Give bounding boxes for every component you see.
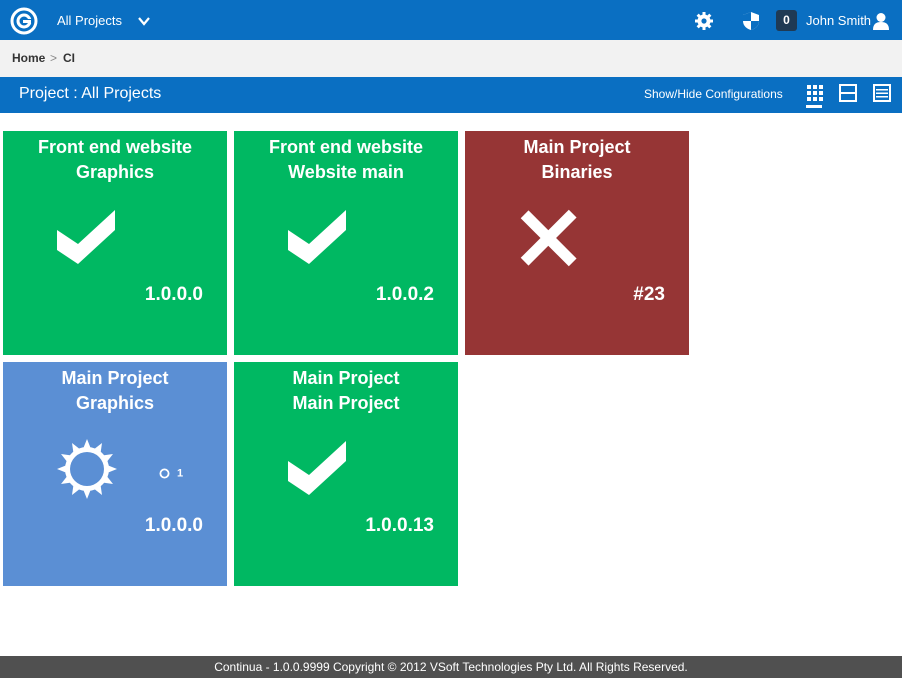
tile-configuration-name: Graphics bbox=[75, 393, 155, 413]
tile-project-name: Main Project bbox=[292, 368, 400, 388]
success-check-icon bbox=[288, 210, 346, 264]
tile-configuration-name: Main Project bbox=[292, 393, 400, 413]
page-title: Project : All Projects bbox=[19, 85, 162, 102]
failure-cross-icon bbox=[520, 209, 577, 267]
success-check-icon bbox=[57, 210, 115, 264]
small-sun-icon bbox=[159, 468, 170, 479]
breadcrumb-home-link[interactable]: Home bbox=[12, 51, 46, 65]
tile-project-name: Front end website bbox=[268, 137, 423, 157]
project-tile[interactable]: Front end website Website main 1.0.0.2 bbox=[234, 131, 458, 355]
project-tile[interactable]: Main Project Main Project 1.0.0.13 bbox=[234, 362, 458, 586]
project-tile[interactable]: Front end website Graphics 1.0.0.0 bbox=[3, 131, 227, 355]
project-tile[interactable]: Main Project Graphics 1 1.0.0.0 bbox=[3, 362, 227, 586]
show-hide-configurations-link[interactable]: Show/Hide Configurations bbox=[644, 87, 783, 101]
breadcrumb-separator: > bbox=[50, 51, 58, 65]
page-header: Project : All Projects Show/Hide Configu… bbox=[0, 77, 902, 113]
tile-version: 1.0.0.0 bbox=[144, 284, 203, 305]
tile-configuration-name: Graphics bbox=[75, 162, 155, 182]
breadcrumb: Home > CI bbox=[0, 40, 902, 77]
active-view-indicator bbox=[806, 105, 822, 108]
tile-project-name: Front end website bbox=[37, 137, 192, 157]
user-icon[interactable] bbox=[872, 12, 890, 30]
tile-project-name: Main Project bbox=[61, 368, 169, 388]
tile-version: 1.0.0.0 bbox=[144, 515, 203, 536]
shield-icon[interactable] bbox=[742, 11, 760, 31]
gear-icon[interactable] bbox=[694, 11, 714, 31]
queued-count: 1 bbox=[158, 467, 183, 480]
project-tile[interactable]: Main Project Binaries #23 bbox=[465, 131, 689, 355]
tile-project-name: Main Project bbox=[523, 137, 631, 157]
queued-count-value: 1 bbox=[177, 467, 184, 480]
row-view-icon[interactable] bbox=[839, 84, 857, 102]
tile-version: 1.0.0.13 bbox=[365, 515, 434, 536]
tile-build-number: #23 bbox=[633, 284, 665, 305]
list-view-icon[interactable] bbox=[873, 84, 891, 102]
footer: Continua - 1.0.0.9999 Copyright © 2012 V… bbox=[0, 656, 902, 678]
tile-configuration-name: Website main bbox=[288, 162, 404, 182]
chevron-down-icon[interactable] bbox=[136, 13, 152, 29]
breadcrumb-current: CI bbox=[63, 51, 75, 65]
in-progress-sun-icon bbox=[57, 439, 117, 499]
user-name[interactable]: John Smith bbox=[806, 13, 872, 28]
tile-version: 1.0.0.2 bbox=[375, 284, 434, 305]
success-check-icon bbox=[288, 441, 346, 495]
tile-view-icon[interactable] bbox=[806, 84, 824, 102]
project-selector[interactable]: All Projects bbox=[57, 13, 123, 28]
continua-logo-icon[interactable] bbox=[10, 7, 38, 35]
tile-configuration-name: Binaries bbox=[541, 162, 613, 182]
top-bar: All Projects 0 John Smith bbox=[0, 0, 902, 40]
notification-count-badge[interactable]: 0 bbox=[776, 10, 797, 31]
